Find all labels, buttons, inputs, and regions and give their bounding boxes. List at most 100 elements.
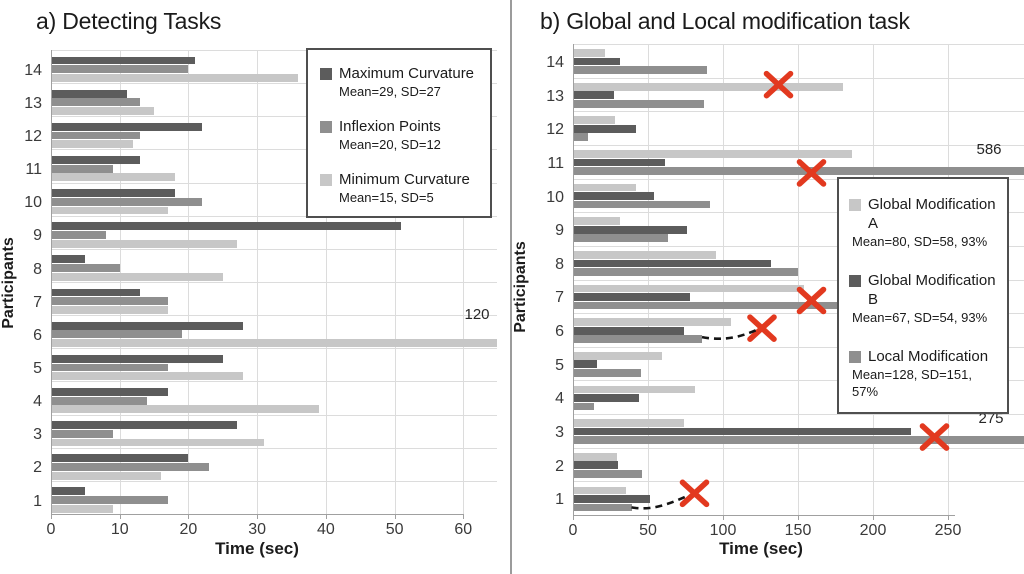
participant-label-13: 13 bbox=[24, 94, 42, 112]
gridline-horizontal bbox=[51, 315, 497, 317]
gridline-vertical bbox=[325, 50, 327, 514]
participant-label-14: 14 bbox=[546, 53, 564, 71]
bar-participant-12-series-1 bbox=[52, 131, 141, 140]
bar-participant-5-series-1 bbox=[574, 360, 597, 369]
x-axis-tick bbox=[188, 515, 190, 519]
legend-series-name: Local Modification bbox=[868, 348, 989, 365]
bar-participant-3-series-2 bbox=[574, 436, 1024, 444]
bar-participant-13-series-0 bbox=[574, 82, 843, 91]
participant-label-11: 11 bbox=[547, 154, 564, 172]
bar-participant-6-series-2 bbox=[574, 335, 702, 344]
bar-participant-13-series-2 bbox=[52, 107, 155, 116]
bar-participant-5-series-2 bbox=[574, 368, 641, 377]
bar-participant-7-series-0 bbox=[52, 288, 141, 297]
participant-label-14: 14 bbox=[24, 61, 42, 79]
bar-participant-6-series-2 bbox=[52, 339, 497, 348]
gridline-horizontal bbox=[51, 348, 497, 350]
bar-participant-7-series-2 bbox=[574, 301, 837, 310]
x-axis-tick-label: 20 bbox=[179, 521, 198, 538]
clipped-bar-value-label: 120 bbox=[464, 306, 490, 324]
legend-series-name: Inflexion Points bbox=[339, 118, 441, 135]
bar-participant-9-series-1 bbox=[52, 231, 106, 239]
bar-participant-8-series-2 bbox=[574, 268, 798, 276]
participant-label-4: 4 bbox=[33, 393, 42, 411]
gridline-horizontal bbox=[51, 83, 497, 85]
bar-participant-11-series-1 bbox=[574, 158, 665, 167]
bar-participant-9-series-0 bbox=[52, 222, 402, 231]
bar-participant-8-series-0 bbox=[52, 255, 86, 264]
participant-label-9: 9 bbox=[33, 227, 42, 245]
legend-entry: Minimum Curvature Mean=15, SD=5 bbox=[320, 170, 484, 206]
gridline-horizontal bbox=[51, 447, 497, 449]
bar-participant-9-series-2 bbox=[52, 239, 237, 248]
gridline-vertical bbox=[394, 50, 396, 514]
participant-label-7: 7 bbox=[555, 289, 564, 307]
x-axis-tick-label: 60 bbox=[454, 521, 473, 538]
legend-series-name: Global Modification A bbox=[868, 196, 996, 232]
x-axis-tick bbox=[873, 516, 874, 520]
legend-swatch-icon bbox=[849, 275, 861, 287]
x-axis-tick bbox=[798, 516, 799, 520]
gridline-vertical bbox=[463, 50, 465, 514]
bar-participant-9-series-1 bbox=[574, 225, 687, 234]
bar-participant-6-series-0 bbox=[574, 318, 731, 327]
participant-label-8: 8 bbox=[33, 260, 42, 278]
bar-participant-12-series-2 bbox=[52, 140, 134, 149]
legend-swatch-icon bbox=[320, 174, 332, 186]
legend-series-name: Maximum Curvature bbox=[339, 65, 475, 82]
bar-participant-3-series-0 bbox=[52, 421, 237, 430]
y-axis-line bbox=[573, 44, 574, 515]
x-axis-tick-label: 150 bbox=[784, 522, 812, 539]
bar-participant-4-series-0 bbox=[52, 388, 168, 396]
participant-label-13: 13 bbox=[546, 87, 564, 105]
bar-participant-13-series-1 bbox=[52, 98, 141, 107]
bar-participant-1-series-1 bbox=[574, 495, 650, 503]
participant-label-11: 11 bbox=[25, 161, 42, 179]
panel-a-x-axis-label: Time (sec) bbox=[215, 539, 299, 558]
participant-label-12: 12 bbox=[546, 121, 564, 139]
panel-b-legend: Global Modification A Mean=80, SD=58, 93%… bbox=[837, 177, 1009, 414]
bar-participant-5-series-1 bbox=[52, 363, 168, 372]
bar-participant-1-series-2 bbox=[52, 504, 113, 513]
panel-a-legend: Maximum Curvature Mean=29, SD=27 Inflexion… bbox=[306, 48, 492, 218]
participant-label-1: 1 bbox=[555, 491, 564, 509]
bar-participant-5-series-0 bbox=[52, 354, 223, 363]
x-axis-tick bbox=[325, 515, 327, 519]
bar-participant-13-series-1 bbox=[574, 91, 614, 100]
bar-participant-6-series-1 bbox=[52, 330, 182, 339]
bar-participant-8-series-2 bbox=[52, 272, 223, 281]
participant-label-12: 12 bbox=[24, 127, 42, 145]
x-axis-tick bbox=[51, 515, 52, 519]
bar-participant-11-series-0 bbox=[52, 156, 141, 164]
gridline-vertical bbox=[257, 50, 259, 514]
bar-participant-2-series-0 bbox=[52, 454, 189, 463]
x-axis-tick bbox=[648, 516, 649, 520]
participant-label-6: 6 bbox=[33, 326, 42, 344]
bar-participant-1-series-1 bbox=[52, 496, 168, 505]
bar-participant-4-series-1 bbox=[52, 396, 148, 405]
x-axis-tick-label: 10 bbox=[110, 521, 129, 538]
clipped-bar-value-label: 586 bbox=[976, 140, 1002, 158]
x-axis-tick-label: 100 bbox=[709, 522, 737, 539]
bar-participant-14-series-2 bbox=[574, 66, 707, 74]
bar-participant-1-series-0 bbox=[52, 487, 86, 496]
bar-participant-14-series-2 bbox=[52, 74, 299, 82]
bar-participant-4-series-2 bbox=[574, 402, 594, 411]
x-axis-tick bbox=[463, 515, 465, 519]
legend-swatch-icon bbox=[849, 351, 861, 363]
gridline-vertical bbox=[648, 44, 649, 515]
legend-entry: Local Modification Mean=128, SD=151, 57% bbox=[849, 347, 1001, 400]
bar-participant-7-series-2 bbox=[52, 306, 168, 314]
gridline-vertical bbox=[723, 44, 724, 515]
legend-entry: Global Modification B Mean=67, SD=54, 93% bbox=[849, 271, 1001, 326]
gridline-horizontal bbox=[51, 50, 497, 51]
legend-series-name: Minimum Curvature bbox=[339, 171, 470, 188]
bar-participant-10-series-1 bbox=[574, 192, 654, 200]
bar-participant-3-series-2 bbox=[52, 438, 265, 447]
bar-participant-5-series-0 bbox=[574, 351, 662, 360]
participant-label-10: 10 bbox=[546, 188, 564, 206]
gridline-horizontal bbox=[51, 248, 497, 250]
participant-label-1: 1 bbox=[33, 492, 42, 510]
x-axis-tick-label: 30 bbox=[248, 521, 267, 538]
